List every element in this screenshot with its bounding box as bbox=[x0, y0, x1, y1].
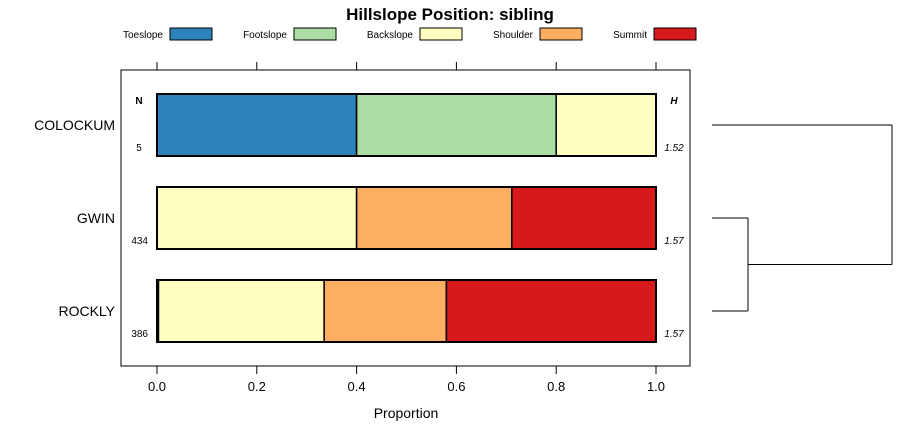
bar-rockly-shoulder bbox=[323, 279, 448, 343]
entropy-label-colockum: 1.52 bbox=[664, 143, 684, 154]
count-label-rockly: 386 bbox=[131, 329, 148, 340]
row-label-colockum: COLOCKUM bbox=[34, 117, 115, 133]
legend-swatch-footslope bbox=[293, 27, 337, 41]
plot-frame bbox=[120, 69, 691, 367]
bar-rockly-summit bbox=[445, 279, 657, 343]
entropy-label-rockly: 1.57 bbox=[664, 329, 684, 340]
legend-label-summit: Summit bbox=[613, 30, 647, 41]
bar-colockum-backslope bbox=[555, 93, 657, 157]
bar-colockum-toeslope bbox=[156, 93, 358, 157]
bar-gwin-shoulder bbox=[355, 186, 513, 250]
bar-outline-colockum bbox=[156, 93, 657, 157]
legend-swatch-summit bbox=[653, 27, 697, 41]
bar-colockum-footslope bbox=[355, 93, 557, 157]
legend-label-backslope: Backslope bbox=[367, 30, 414, 41]
bar-outline-rockly bbox=[156, 279, 657, 343]
count-label-colockum: 5 bbox=[136, 143, 142, 154]
x-tick-label-3: 0.6 bbox=[447, 379, 465, 394]
bar-gwin-backslope bbox=[156, 186, 358, 250]
legend-label-toeslope: Toeslope bbox=[123, 30, 163, 41]
x-tick-label-0: 0.0 bbox=[148, 379, 166, 394]
x-tick-label-4: 0.8 bbox=[547, 379, 565, 394]
count-label-gwin: 434 bbox=[131, 236, 148, 247]
legend-label-shoulder: Shoulder bbox=[493, 30, 534, 41]
legend-swatch-toeslope bbox=[169, 27, 213, 41]
chart-title: Hillslope Position: sibling bbox=[346, 5, 554, 24]
legend-swatch-shoulder bbox=[539, 27, 583, 41]
entropy-label-gwin: 1.57 bbox=[664, 236, 684, 247]
x-tick-label-2: 0.4 bbox=[348, 379, 366, 394]
legend-swatch-backslope bbox=[419, 27, 463, 41]
bar-outline-gwin bbox=[156, 186, 657, 250]
x-axis: 0.0 0.2 0.4 0.6 0.8 1.0 bbox=[148, 62, 665, 394]
n-column-header: N bbox=[135, 96, 142, 107]
legend-label-footslope: Footslope bbox=[243, 30, 287, 41]
x-axis-title: Proportion bbox=[374, 405, 439, 421]
legend: Toeslope Footslope Backslope Shoulder Summit bbox=[123, 27, 697, 41]
x-tick-label-5: 1.0 bbox=[647, 379, 665, 394]
h-column-header: H bbox=[670, 96, 678, 107]
row-label-rockly: ROCKLY bbox=[58, 303, 115, 319]
dendrogram bbox=[712, 124, 893, 312]
bar-gwin-summit bbox=[511, 186, 657, 250]
x-tick-label-1: 0.2 bbox=[248, 379, 266, 394]
bar-group bbox=[156, 93, 657, 343]
row-label-gwin: GWIN bbox=[77, 210, 115, 226]
row-labels: COLOCKUM 5 1.52 GWIN 434 1.57 ROCKLY 386 1.57 bbox=[34, 117, 684, 340]
bar-rockly-backslope bbox=[157, 279, 325, 343]
